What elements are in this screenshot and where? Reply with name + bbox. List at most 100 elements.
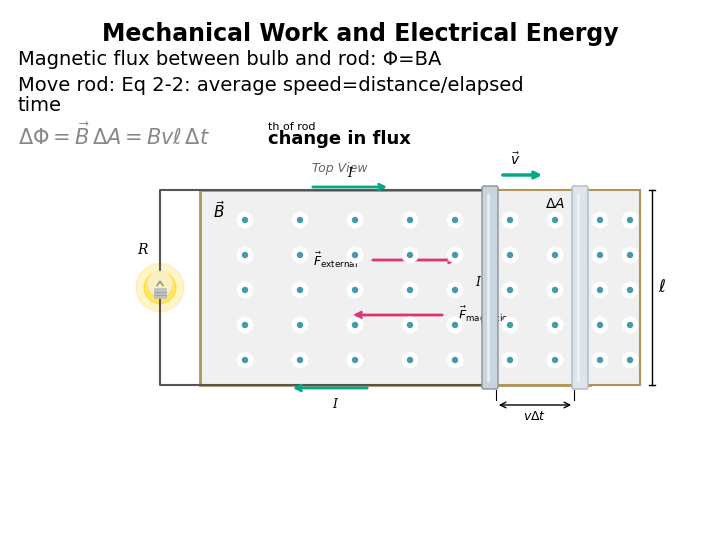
Text: $\vec{v}$: $\vec{v}$ [510,151,521,168]
Circle shape [592,282,608,298]
Circle shape [547,247,563,263]
Bar [490,190,640,385]
Circle shape [547,282,563,298]
Circle shape [452,322,457,327]
Circle shape [347,212,363,228]
Circle shape [237,247,253,263]
Circle shape [353,287,358,293]
Circle shape [508,322,513,327]
Circle shape [292,212,308,228]
Circle shape [402,282,418,298]
Circle shape [598,218,603,222]
Circle shape [292,317,308,333]
Circle shape [402,352,418,368]
Circle shape [408,218,413,222]
Circle shape [592,352,608,368]
Circle shape [148,272,172,295]
Circle shape [552,357,557,362]
Circle shape [502,247,518,263]
Circle shape [622,317,638,333]
Circle shape [508,218,513,222]
Circle shape [598,322,603,327]
Circle shape [292,352,308,368]
Circle shape [347,352,363,368]
Circle shape [297,287,302,293]
Circle shape [628,357,632,362]
Circle shape [452,287,457,293]
Circle shape [598,357,603,362]
Circle shape [552,322,557,327]
Text: th of rod: th of rod [268,122,315,132]
Text: $\Delta A$: $\Delta A$ [545,197,565,211]
FancyBboxPatch shape [482,186,498,389]
Bar [154,287,166,298]
Circle shape [622,282,638,298]
Circle shape [243,322,248,327]
Circle shape [136,264,184,312]
Circle shape [622,352,638,368]
Circle shape [502,352,518,368]
Circle shape [628,287,632,293]
Circle shape [598,287,603,293]
Circle shape [452,218,457,222]
Circle shape [347,247,363,263]
Circle shape [402,317,418,333]
Circle shape [547,352,563,368]
Circle shape [502,212,518,228]
Circle shape [243,357,248,362]
Circle shape [297,357,302,362]
Circle shape [243,287,248,293]
Circle shape [552,287,557,293]
Text: R: R [137,244,148,258]
Text: Mechanical Work and Electrical Energy: Mechanical Work and Electrical Energy [102,22,618,46]
Circle shape [447,247,463,263]
Text: $\ell$: $\ell$ [658,279,666,296]
Circle shape [592,247,608,263]
Circle shape [237,352,253,368]
Circle shape [447,317,463,333]
Text: Move rod: Eq 2-2: average speed=distance/elapsed: Move rod: Eq 2-2: average speed=distance… [18,76,523,95]
Text: I: I [475,276,480,289]
Circle shape [447,352,463,368]
Circle shape [628,253,632,258]
Circle shape [237,212,253,228]
Text: $v\Delta t$: $v\Delta t$ [523,410,546,423]
Circle shape [144,272,176,303]
Circle shape [243,253,248,258]
Text: I: I [333,398,338,411]
Bar [200,190,590,385]
FancyBboxPatch shape [572,186,588,389]
Circle shape [598,253,603,258]
Circle shape [452,357,457,362]
Circle shape [502,317,518,333]
Text: time: time [18,96,62,115]
Circle shape [628,218,632,222]
Circle shape [347,282,363,298]
Circle shape [408,357,413,362]
Circle shape [408,253,413,258]
Circle shape [408,322,413,327]
Circle shape [292,247,308,263]
Circle shape [297,218,302,222]
Circle shape [297,322,302,327]
Circle shape [402,212,418,228]
Text: $\vec{F}_{\mathrm{external}}$: $\vec{F}_{\mathrm{external}}$ [313,251,358,269]
Circle shape [622,247,638,263]
Circle shape [628,322,632,327]
Circle shape [447,212,463,228]
Circle shape [402,247,418,263]
Circle shape [452,253,457,258]
Circle shape [353,218,358,222]
Circle shape [353,322,358,327]
Circle shape [552,253,557,258]
Circle shape [237,282,253,298]
Text: $\vec{F}_{\mathrm{magnetic}}$: $\vec{F}_{\mathrm{magnetic}}$ [458,305,508,326]
Text: Top View: Top View [312,162,368,175]
Circle shape [237,317,253,333]
Circle shape [592,212,608,228]
Circle shape [622,212,638,228]
Text: $\Delta\Phi = \vec{B}\,\Delta A = Bv\ell\,\Delta t$: $\Delta\Phi = \vec{B}\,\Delta A = Bv\ell… [18,122,210,149]
Circle shape [297,253,302,258]
Circle shape [353,357,358,362]
Circle shape [292,282,308,298]
